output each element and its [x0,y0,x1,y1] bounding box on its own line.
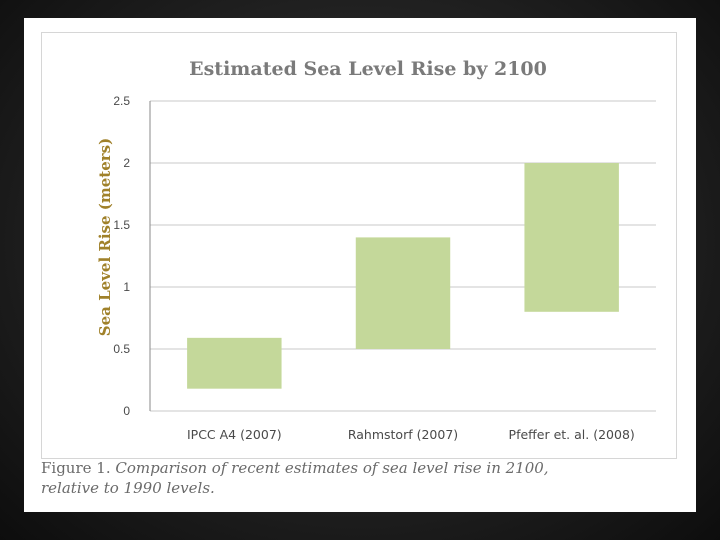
range-bar [187,337,282,389]
category-labels: IPCC A4 (2007) Rahmstorf (2007) Pfeffer et… [187,427,635,442]
category-label: IPCC A4 (2007) [187,427,282,442]
y-tick-labels: 0 0.5 1 1.5 2 2.5 [113,94,130,418]
range-bar [355,237,451,349]
caption-line-2: relative to 1990 levels. [41,479,215,497]
caption-line-1: Comparison of recent estimates of sea le… [115,459,549,477]
bars [187,163,619,389]
chart-frame: Estimated Sea Level Rise by 2100 Sea Lev… [41,32,677,459]
y-tick-label: 1.5 [113,218,130,232]
category-label: Pfeffer et. al. (2008) [509,427,635,442]
y-tick-label: 2 [123,156,130,170]
category-label: Rahmstorf (2007) [348,427,458,442]
y-axis-label: Sea Level Rise (meters) [96,138,114,336]
sea-level-chart: Estimated Sea Level Rise by 2100 Sea Lev… [96,58,656,442]
y-tick-label: 2.5 [113,94,130,108]
figure-caption: Figure 1. Comparison of recent estimates… [41,458,681,498]
y-tick-label: 1 [123,280,130,294]
caption-label: Figure 1. [41,459,111,477]
y-tick-label: 0.5 [113,342,130,356]
y-tick-label: 0 [123,404,130,418]
chart-title: Estimated Sea Level Rise by 2100 [189,58,547,80]
slide: Estimated Sea Level Rise by 2100 Sea Lev… [24,18,696,512]
range-bar [524,163,619,312]
